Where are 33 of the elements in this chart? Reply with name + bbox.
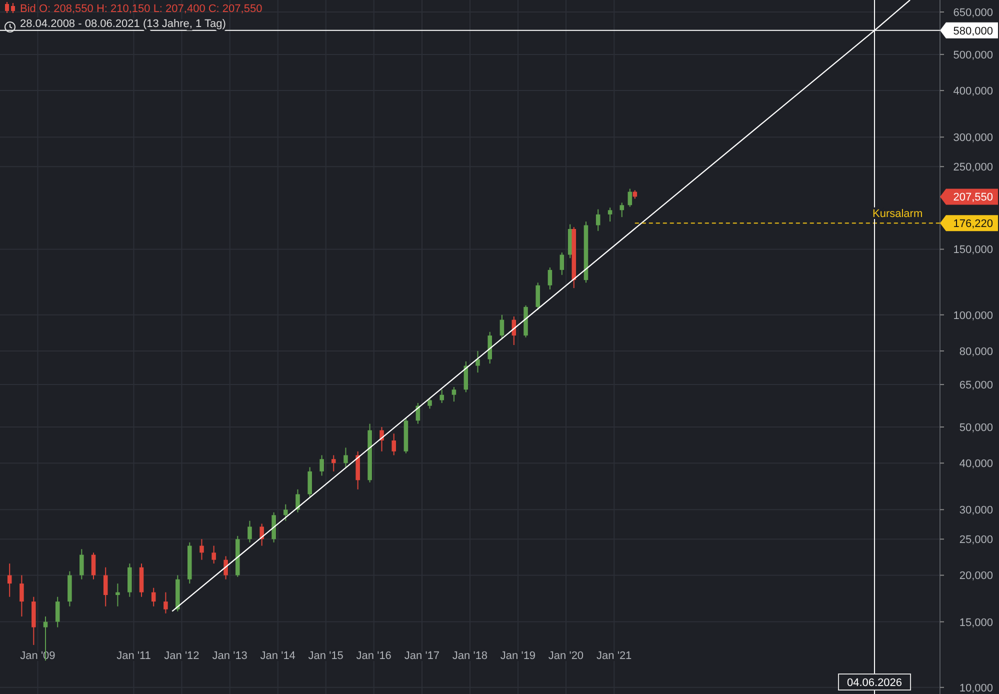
y-tick-label: 50,000 bbox=[959, 422, 993, 434]
x-tick-label: Jan '16 bbox=[356, 650, 392, 662]
x-tick-label: Jan '18 bbox=[452, 650, 488, 662]
x-tick-label: Jan '12 bbox=[164, 650, 200, 662]
x-tick-label: Jan '21 bbox=[596, 650, 632, 662]
y-tick-label: 15,000 bbox=[959, 616, 993, 629]
y-tick-label: 10,000 bbox=[959, 682, 993, 694]
x-tick-label: Jan '19 bbox=[500, 650, 536, 662]
y-tick-label: 25,000 bbox=[959, 534, 993, 546]
y-tick-label: 400,000 bbox=[953, 86, 993, 98]
chart-title: Bid O: 208,550 H: 210,150 L: 207,400 C: 207,550 bbox=[20, 3, 262, 15]
text: 207,550 bbox=[953, 192, 993, 204]
y-tick-label: 250,000 bbox=[953, 162, 993, 174]
y-tick-label: 150,000 bbox=[953, 244, 993, 256]
ref-line-label: 04.06.2026 bbox=[846, 677, 902, 689]
x-tick-label: Jan '17 bbox=[404, 650, 440, 662]
x-tick-label: Jan '14 bbox=[260, 650, 296, 662]
y-tick-label: 40,000 bbox=[959, 458, 993, 470]
y-tick-label: 80,000 bbox=[959, 346, 993, 358]
x-tick-label: Jan '13 bbox=[212, 650, 248, 662]
y-tick-label: 30,000 bbox=[959, 504, 993, 517]
x-tick-label: Jan '15 bbox=[308, 650, 344, 662]
y-tick-label: 100,000 bbox=[953, 310, 993, 322]
ref-line-label: 580,000 bbox=[953, 25, 993, 38]
y-tick-label: 20,000 bbox=[959, 570, 993, 582]
x-tick-label: Jan '20 bbox=[548, 650, 584, 662]
ref-line-label: 176,220 bbox=[953, 218, 993, 230]
y-tick-label: 65,000 bbox=[959, 380, 993, 392]
y-tick-label: 500,000 bbox=[953, 49, 993, 62]
text: 28.04.2008 - 08.06.2021 (13 Jahre, 1 Tag) bbox=[20, 18, 226, 30]
y-tick-label: 300,000 bbox=[953, 132, 993, 144]
y-tick-label: 650,000 bbox=[953, 6, 993, 19]
x-tick-label: Jan '11 bbox=[116, 650, 151, 662]
